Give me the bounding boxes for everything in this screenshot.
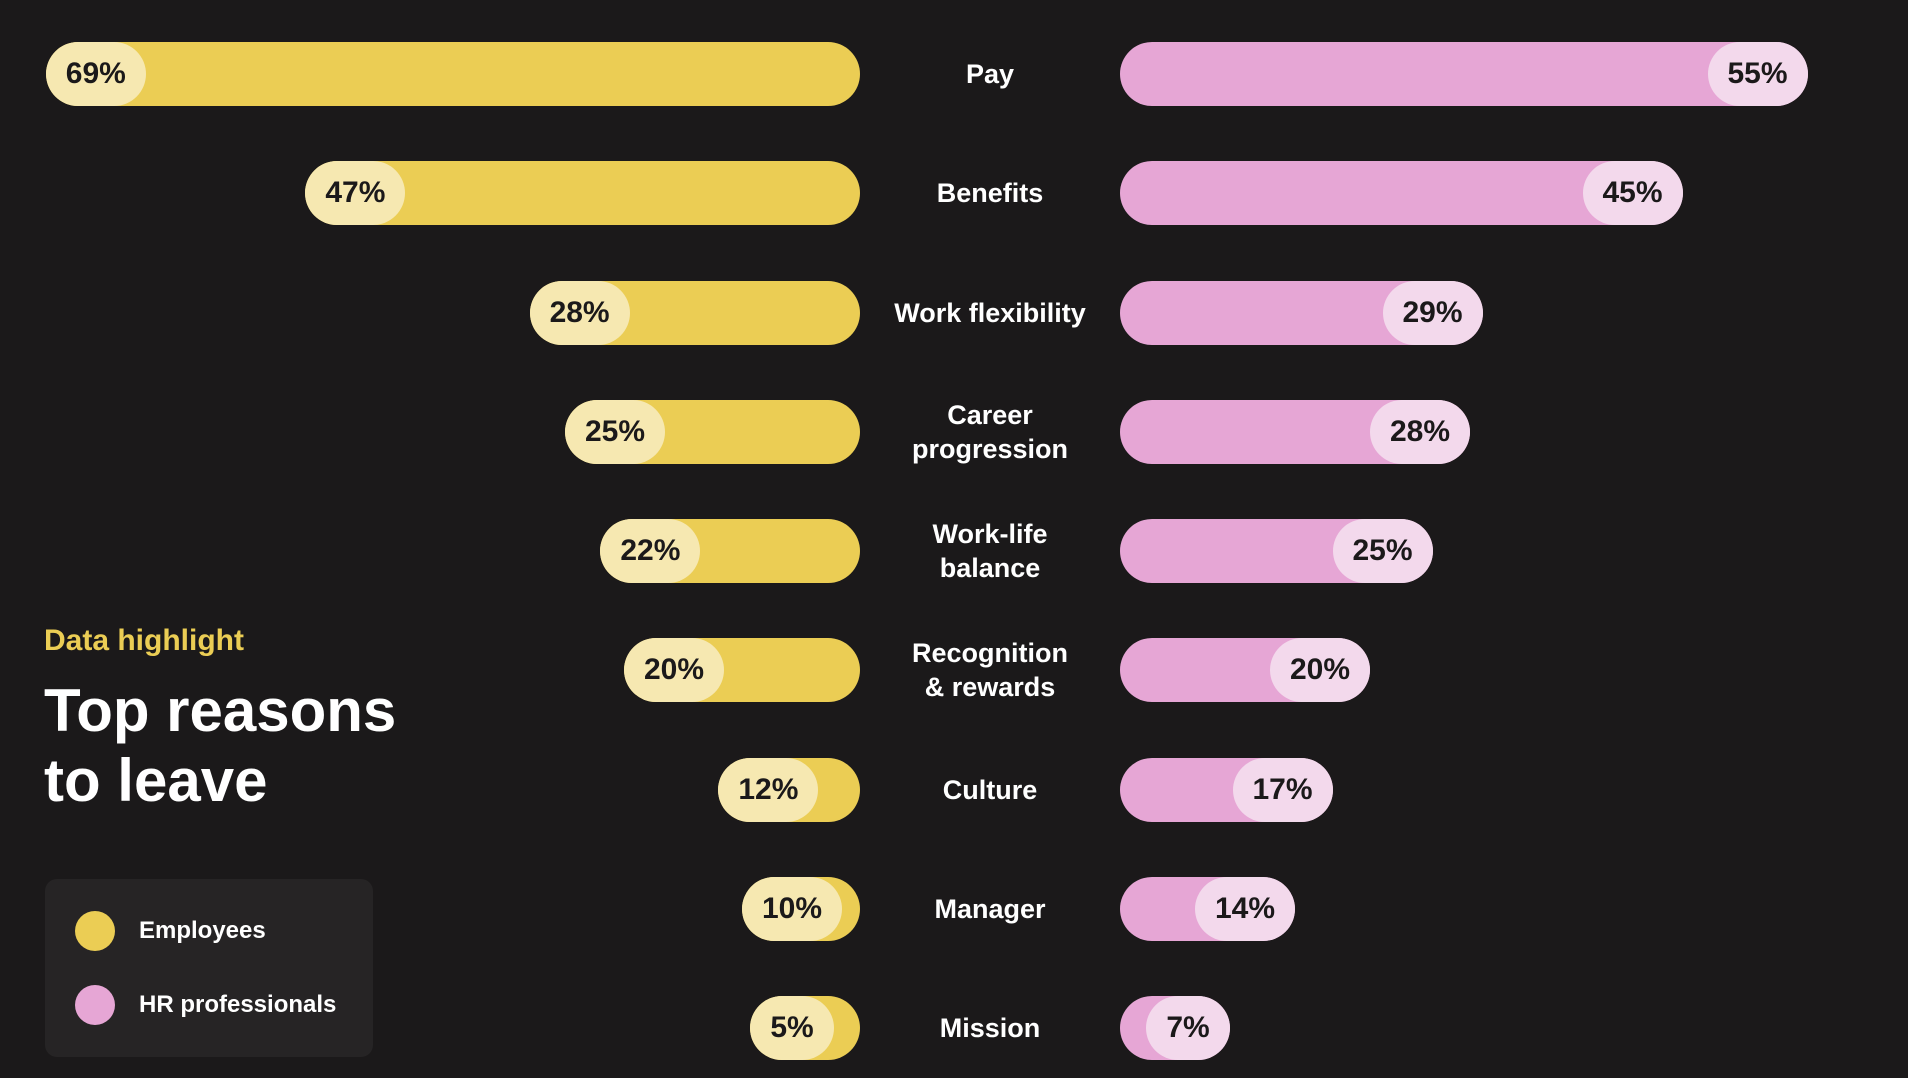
value-label-hr-culture: 17% [1232, 757, 1333, 822]
bar-employees-work-flexibility: 28% [529, 280, 860, 345]
value-label-employees-mission: 5% [750, 996, 834, 1060]
value-label-employees-manager: 10% [742, 876, 842, 941]
bar-employees-benefits: 47% [305, 161, 860, 226]
value-label-hr-benefits: 45% [1582, 161, 1683, 226]
bar-hr-mission: 7% [1120, 996, 1230, 1060]
highlight-label: Data highlight [44, 624, 244, 657]
value-label-hr-work-life-balance: 25% [1332, 519, 1433, 583]
bar-hr-manager: 14% [1120, 876, 1295, 941]
bar-hr-culture: 17% [1120, 757, 1333, 822]
value-label-hr-pay: 55% [1707, 42, 1808, 106]
bar-employees-career-progression: 25% [565, 399, 860, 464]
value-label-hr-manager: 14% [1195, 876, 1295, 941]
chart-title: Top reasons to leave [44, 677, 397, 814]
value-label-employees-work-life-balance: 22% [600, 519, 701, 583]
category-label-work-life-balance: Work-life balance [932, 519, 1048, 583]
category-label-recognition-rewards: Recognition & rewards [912, 638, 1068, 703]
bar-hr-career-progression: 28% [1120, 399, 1470, 464]
value-label-hr-recognition-rewards: 20% [1270, 638, 1370, 703]
legend-item-employees: Employees [75, 911, 266, 951]
bar-employees-culture: 12% [718, 757, 860, 822]
value-label-employees-pay: 69% [45, 42, 146, 106]
category-label-benefits: Benefits [936, 178, 1044, 209]
value-label-hr-career-progression: 28% [1370, 399, 1470, 464]
value-label-employees-work-flexibility: 28% [529, 280, 630, 345]
category-label-manager: Manager [934, 893, 1046, 924]
category-label-mission: Mission [939, 1013, 1041, 1043]
legend-label-hr-professionals: HR professionals [139, 991, 337, 1018]
legend-label-employees: Employees [139, 917, 266, 944]
value-label-employees-recognition-rewards: 20% [624, 638, 724, 703]
category-label-culture: Culture [942, 774, 1038, 805]
bar-hr-work-life-balance: 25% [1120, 519, 1433, 583]
category-label-career-progression: Career progression [911, 399, 1069, 464]
category-label-pay: Pay [965, 59, 1015, 89]
value-label-employees-culture: 12% [718, 757, 819, 822]
bar-employees-manager: 10% [742, 876, 860, 941]
legend-swatch-employees [75, 911, 115, 951]
bar-hr-pay: 55% [1120, 42, 1808, 106]
legend: Employees HR professionals [45, 879, 373, 1057]
value-label-employees-career-progression: 25% [565, 399, 665, 464]
bar-employees-work-life-balance: 22% [600, 519, 860, 583]
bar-hr-work-flexibility: 29% [1120, 280, 1483, 345]
bar-employees-recognition-rewards: 20% [624, 638, 860, 703]
bar-hr-benefits: 45% [1120, 161, 1683, 226]
category-label-work-flexibility: Work flexibility [894, 297, 1086, 328]
legend-item-hr-professionals: HR professionals [75, 985, 336, 1025]
legend-swatch-hr-professionals [75, 985, 115, 1025]
bar-employees-pay: 69% [45, 42, 860, 106]
value-label-hr-work-flexibility: 29% [1382, 280, 1483, 345]
bar-hr-recognition-rewards: 20% [1120, 638, 1370, 703]
value-label-employees-benefits: 47% [305, 161, 406, 226]
value-label-hr-mission: 7% [1146, 996, 1230, 1060]
bar-employees-mission: 5% [750, 996, 860, 1060]
